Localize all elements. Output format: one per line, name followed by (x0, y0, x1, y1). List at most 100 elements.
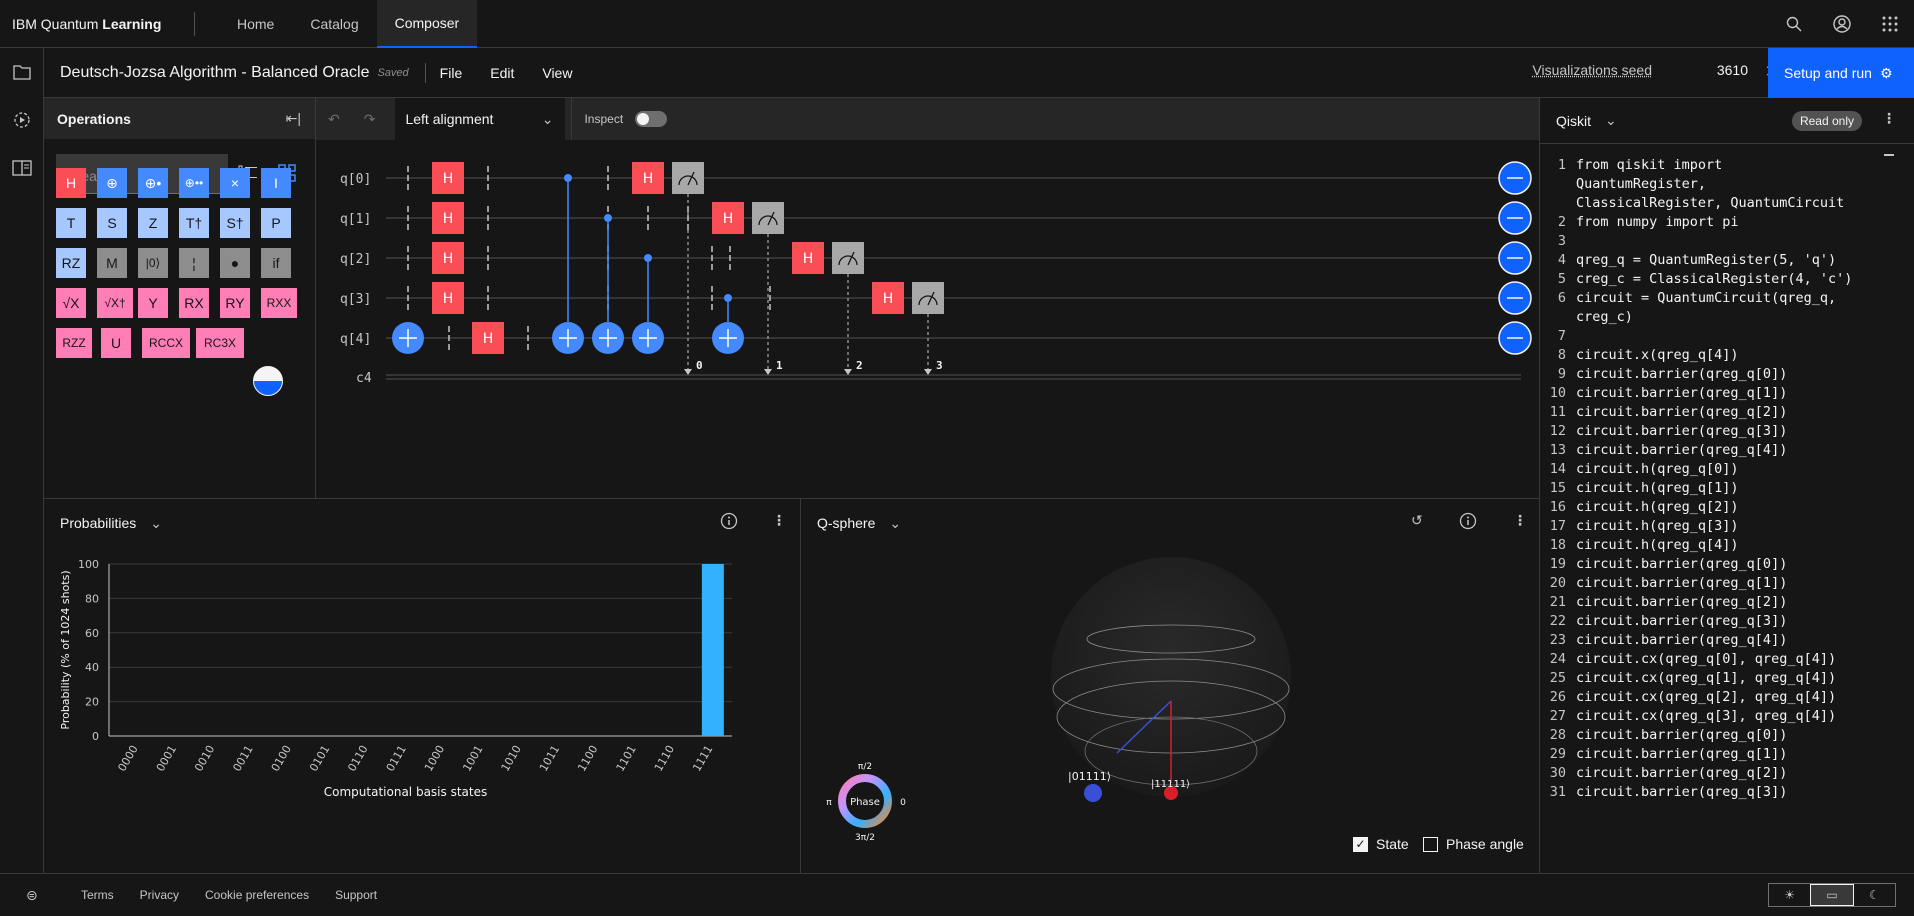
gate-symbol-button[interactable]: ● (220, 248, 250, 278)
state-checkbox[interactable]: ✓ State (1353, 836, 1409, 852)
gate-z-button[interactable]: Z (138, 208, 168, 238)
h-gate[interactable] (872, 282, 904, 314)
footer-link-cookies[interactable]: Cookie preferences (205, 888, 310, 902)
collapse-panel-icon[interactable]: ⇤| (285, 110, 301, 126)
gate-t-button[interactable]: T† (179, 208, 209, 238)
scrollbar[interactable] (1884, 154, 1894, 156)
gate-x-button[interactable]: √X (56, 288, 86, 318)
folder-icon[interactable] (0, 48, 44, 96)
chevron-down-icon[interactable]: ⌄ (1605, 112, 1617, 128)
ibm-cloud-icon[interactable]: ⊜ (26, 886, 38, 903)
nav-home[interactable]: Home (237, 15, 275, 32)
gate-rccx-button[interactable]: RCCX (142, 328, 190, 358)
gate-symbol-button[interactable]: × (220, 168, 250, 198)
menu-edit[interactable]: Edit (490, 64, 515, 81)
gate-u-button[interactable]: U (101, 328, 131, 358)
light-theme-icon[interactable]: ☀ (1784, 888, 1796, 902)
file-title[interactable]: Deutsch-Jozsa Algorithm - Balanced Oracl… (60, 63, 370, 81)
gate-rx-button[interactable]: RX (179, 288, 209, 318)
inspect-toggle[interactable] (635, 111, 668, 127)
x-tick-label: 1100 (575, 743, 600, 774)
gate-rc3x-button[interactable]: RC3X (196, 328, 244, 358)
h-gate[interactable] (792, 242, 824, 274)
footer-link-support[interactable]: Support (335, 888, 378, 902)
gate-symbol-button[interactable]: ⊕•• (179, 168, 209, 198)
dark-theme-icon[interactable]: ☾ (1868, 888, 1880, 902)
code-line: 25 circuit.cx(qreg_q[1], qreg_q[4]) (1540, 669, 1900, 688)
chevron-down-icon[interactable]: ⌄ (150, 514, 162, 531)
qsphere-dropdown[interactable]: Q-sphere (817, 515, 876, 531)
overflow-menu-icon[interactable]: ⋮ (772, 512, 786, 528)
cnot-control[interactable] (564, 174, 572, 182)
docs-icon[interactable] (0, 144, 44, 192)
h-gate[interactable] (432, 202, 464, 234)
nav-catalog[interactable]: Catalog (310, 15, 359, 32)
gate-0-button[interactable]: |0⟩ (138, 248, 168, 278)
footer-link-privacy[interactable]: Privacy (139, 888, 180, 902)
measure-gate[interactable] (672, 162, 704, 194)
h-gate[interactable] (432, 282, 464, 314)
measure-gate[interactable] (832, 242, 864, 274)
gate-rz-button[interactable]: RZ (56, 248, 86, 278)
brand[interactable]: IBM Quantum Learning (0, 11, 195, 36)
undo-icon[interactable]: ↶ (328, 110, 340, 127)
gate-t-button[interactable]: T (56, 208, 86, 238)
gate-s-button[interactable]: S† (220, 208, 250, 238)
code-body[interactable]: 1 from qiskit import QuantumRegister, Class… (1540, 156, 1900, 802)
gate-i-button[interactable]: I (261, 168, 291, 198)
h-gate[interactable] (632, 162, 664, 194)
gate-rxx-button[interactable]: RXX (261, 288, 297, 318)
cnot-control[interactable] (644, 254, 652, 262)
gate-h-button[interactable]: H (56, 168, 86, 198)
y-tick-label: 0 (92, 730, 99, 743)
gate-rzz-button[interactable]: RZZ (56, 328, 92, 358)
phase-angle-checkbox[interactable]: Phase angle (1423, 836, 1524, 852)
gate-symbol-button[interactable]: ⊕• (138, 168, 168, 198)
menu-file[interactable]: File (424, 62, 477, 83)
seed-input[interactable]: 3610 (1716, 62, 1748, 78)
gate-symbol-button[interactable]: ⊕ (97, 168, 127, 198)
line-number: 16 (1549, 499, 1566, 515)
visualizations-seed-label[interactable]: Visualizations seed (1532, 62, 1652, 78)
system-theme-icon[interactable]: ▭ (1810, 884, 1854, 906)
h-gate[interactable] (712, 202, 744, 234)
app-switcher-icon[interactable] (1866, 0, 1914, 48)
circuit-diagram[interactable]: q[0] q[1] q[2] q[3] q[4] c4 H H H H H H 0 H 1 H 2 H 3 (316, 140, 1540, 498)
qsphere-visual[interactable]: |01111⟩ |11111⟩ Phase π/2 0 3π/2 π (801, 547, 1540, 874)
search-icon[interactable] (1770, 0, 1818, 48)
gate-m-button[interactable]: M (97, 248, 127, 278)
info-icon[interactable] (1459, 512, 1477, 533)
h-gate[interactable] (432, 162, 464, 194)
probabilities-panel: Probabilities ⌄ ⋮ 0 20 40 60 80 100 0000 0001 00… (44, 498, 801, 873)
gate-if-button[interactable]: if (261, 248, 291, 278)
setup-and-run-button[interactable]: Setup and run ⚙ (1768, 48, 1914, 98)
reset-view-icon[interactable]: ↺ (1411, 512, 1423, 528)
probabilities-dropdown[interactable]: Probabilities (60, 515, 137, 531)
menu-view[interactable]: View (542, 64, 573, 81)
footer-link-terms[interactable]: Terms (81, 888, 114, 902)
h-gate-label: H (643, 171, 654, 187)
cnot-control[interactable] (604, 214, 612, 222)
gate-p-button[interactable]: P (261, 208, 291, 238)
measure-gate[interactable] (752, 202, 784, 234)
h-gate[interactable] (472, 322, 504, 354)
gate-s-button[interactable]: S (97, 208, 127, 238)
cnot-control[interactable] (724, 294, 732, 302)
h-gate[interactable] (432, 242, 464, 274)
nav-composer[interactable]: Composer (376, 0, 478, 48)
overflow-menu-icon[interactable]: ⋮ (1882, 110, 1896, 126)
redo-icon[interactable]: ↷ (363, 110, 376, 127)
measure-gate[interactable] (912, 282, 944, 314)
overflow-menu-icon[interactable]: ⋮ (1513, 512, 1527, 528)
alignment-dropdown[interactable]: Left alignment ⌄ (395, 98, 566, 140)
info-icon[interactable] (720, 512, 738, 533)
chevron-down-icon[interactable]: ⌄ (889, 514, 902, 531)
gate-symbol-button[interactable]: ¦ (179, 248, 209, 278)
gate-ry-button[interactable]: RY (220, 288, 250, 318)
add-custom-gate-icon[interactable] (253, 366, 283, 396)
user-icon[interactable] (1818, 0, 1866, 48)
gate-y-button[interactable]: Y (138, 288, 168, 318)
jobs-icon[interactable] (0, 96, 44, 144)
gate-x-button[interactable]: √X† (97, 288, 133, 318)
language-dropdown[interactable]: Qiskit (1556, 112, 1591, 129)
